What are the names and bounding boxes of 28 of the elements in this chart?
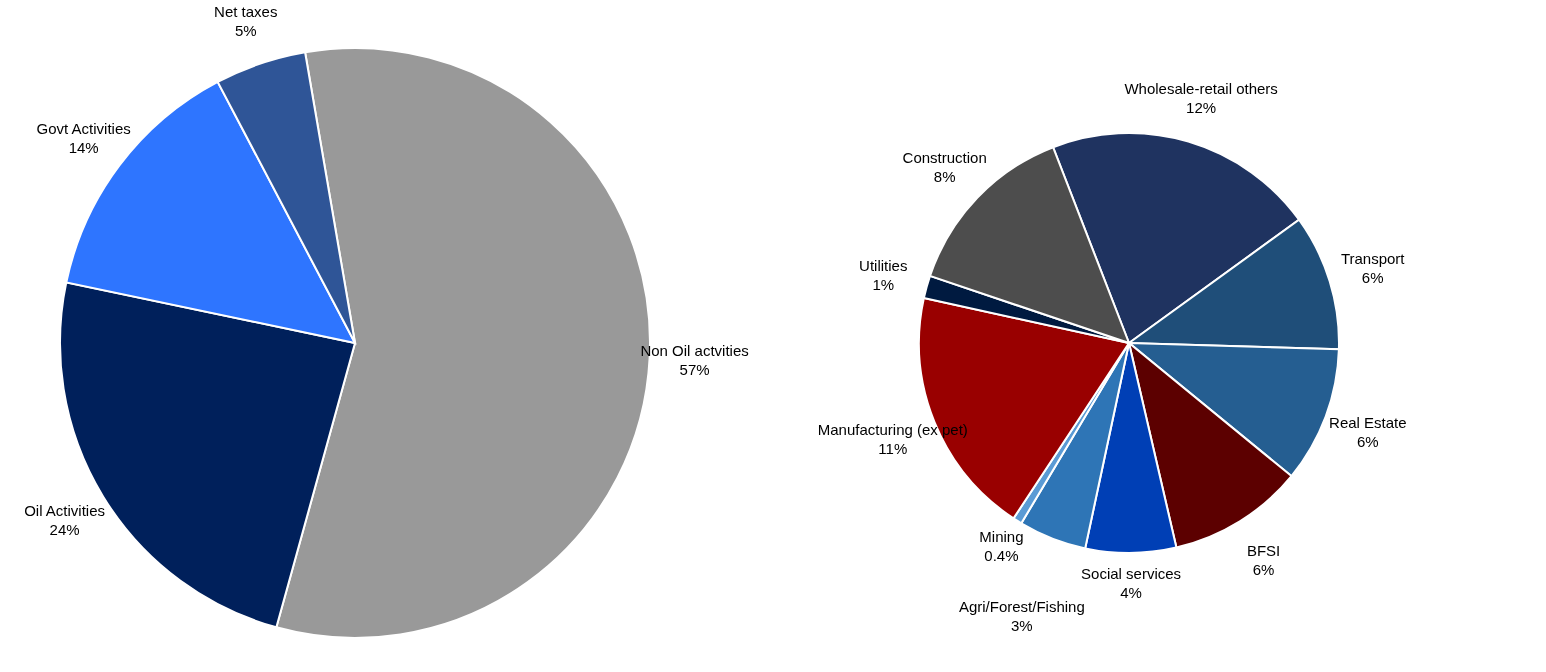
- data-label: 6%: [1361, 268, 1384, 286]
- slice-label: Agri/Forest/Fishing: [958, 597, 1085, 615]
- data-label: 14%: [68, 139, 99, 157]
- slice-label: Utilities: [859, 256, 908, 274]
- slice-label: Govt Activities: [36, 120, 131, 138]
- slice-label: Real Estate: [1329, 414, 1407, 432]
- data-label: 6%: [1252, 560, 1275, 578]
- data-label: 11%: [878, 440, 908, 458]
- slice-label: Social services: [1081, 564, 1182, 582]
- slice-label: Transport: [1340, 249, 1406, 267]
- data-label: 6%: [1357, 433, 1379, 451]
- data-label: 24%: [49, 520, 80, 538]
- data-label: 4%: [1120, 583, 1142, 601]
- slice-label: Wholesale-retail others: [1124, 80, 1278, 98]
- data-label: 0.4%: [984, 547, 1019, 565]
- data-label: 5%: [234, 22, 257, 40]
- data-label: 57%: [679, 360, 710, 378]
- slice-label: Non Oil actvities: [640, 341, 749, 359]
- data-label: 8%: [933, 167, 956, 185]
- slice-label: Mining: [979, 528, 1024, 546]
- slice-label: Net taxes: [214, 3, 278, 21]
- data-label: 1%: [872, 275, 895, 293]
- data-label: 3%: [1011, 616, 1033, 634]
- slice-label: Construction: [902, 148, 987, 166]
- slice-label: Oil Activities: [24, 501, 106, 519]
- data-label: 12%: [1186, 99, 1217, 117]
- slice-label: BFSI: [1246, 541, 1281, 559]
- slice-label: Manufacturing (ex pet): [817, 421, 968, 439]
